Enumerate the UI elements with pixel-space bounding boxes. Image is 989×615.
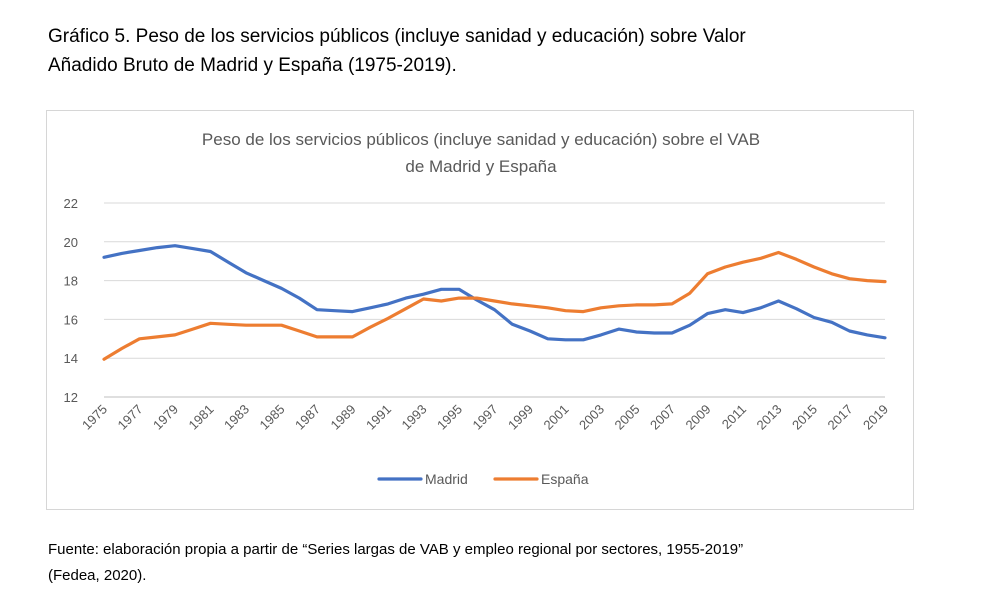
y-axis-ticks: 12 14 16 18 20 22	[64, 196, 78, 405]
heading-line-1: Gráfico 5. Peso de los servicios público…	[48, 26, 746, 47]
x-tick-label: 2007	[647, 402, 678, 433]
x-tick-label: 2017	[825, 402, 856, 433]
y-tick-label: 14	[64, 351, 78, 366]
gridlines	[104, 202, 885, 398]
x-tick-label: 2013	[754, 402, 785, 433]
x-tick-label: 1981	[186, 402, 217, 433]
chart-title-line-1: Peso de los servicios públicos (incluye …	[202, 130, 760, 149]
chart-area: Peso de los servicios públicos (incluye …	[46, 110, 914, 510]
x-tick-label: 2003	[576, 402, 607, 433]
legend-label-madrid: Madrid	[425, 471, 468, 487]
source-note: Fuente: elaboración propia a partir de “…	[48, 537, 928, 589]
series-lines	[102, 244, 887, 361]
chart-title-line-2: de Madrid y España	[405, 157, 557, 176]
series-line-españa	[102, 250, 887, 361]
x-tick-label: 1985	[257, 402, 288, 433]
series-line-madrid	[102, 244, 887, 342]
x-tick-label: 2011	[719, 402, 749, 432]
x-tick-label: 2009	[683, 402, 714, 433]
x-tick-label: 1983	[221, 402, 252, 433]
x-tick-label: 1979	[150, 402, 181, 433]
x-tick-label: 1997	[470, 402, 501, 433]
x-tick-label: 2005	[612, 402, 643, 433]
legend: Madrid España	[377, 471, 589, 487]
x-tick-label: 1987	[292, 402, 323, 433]
x-tick-label: 1975	[79, 402, 110, 433]
line-chart: Peso de los servicios públicos (incluye …	[64, 130, 892, 487]
x-axis-ticks: 1975 1977 1979 1981 1983 1985 1987 1989 1991 1993…	[79, 402, 891, 433]
x-tick-label: 1989	[328, 402, 359, 433]
x-tick-label: 1995	[434, 402, 465, 433]
x-tick-label: 2001	[541, 402, 572, 433]
x-tick-label: 1999	[505, 402, 536, 433]
legend-label-españa: España	[541, 471, 589, 487]
x-tick-label: 2015	[789, 402, 820, 433]
y-tick-label: 20	[64, 235, 78, 250]
y-tick-label: 16	[64, 312, 78, 327]
y-tick-label: 12	[64, 390, 78, 405]
x-tick-label: 1991	[363, 402, 394, 433]
x-tick-label: 2019	[860, 402, 891, 433]
document-heading: Gráfico 5. Peso de los servicios público…	[48, 22, 908, 80]
x-tick-label: 1993	[399, 402, 430, 433]
y-tick-label: 18	[64, 274, 78, 289]
source-note-line-1: Fuente: elaboración propia a partir de “…	[48, 541, 744, 558]
source-note-line-2: (Fedea, 2020).	[48, 567, 147, 584]
x-tick-label: 1977	[115, 402, 146, 433]
heading-line-2: Añadido Bruto de Madrid y España (1975-2…	[48, 55, 457, 76]
y-tick-label: 22	[64, 196, 78, 211]
